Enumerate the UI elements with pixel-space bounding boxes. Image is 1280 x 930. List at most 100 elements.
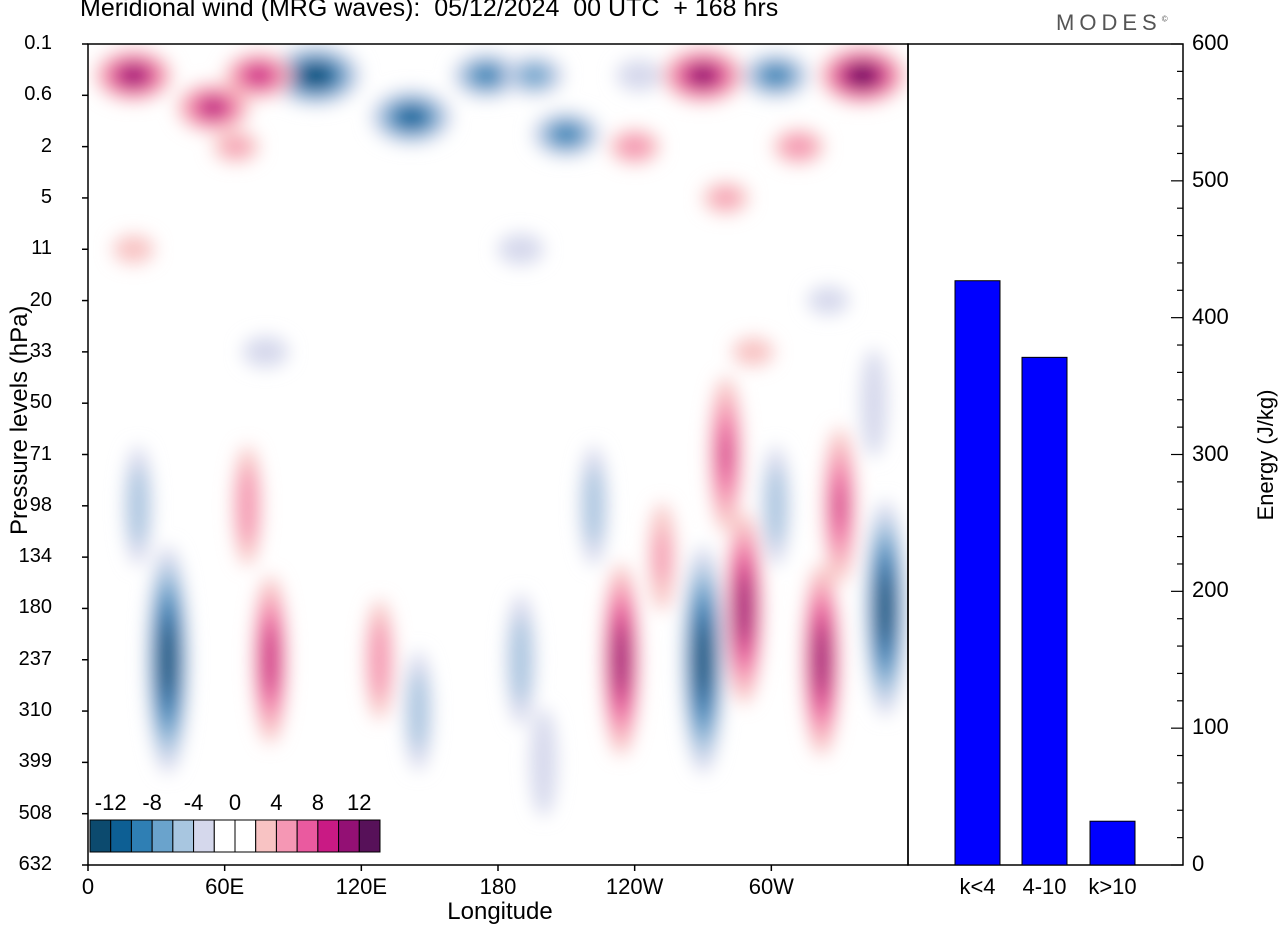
colorbar-swatch [130,819,153,853]
bar-category-label: k>10 [1088,874,1137,899]
energy-axis-label: Energy (J/kg) [1253,389,1278,521]
contour-shade [309,71,323,80]
contour-shade [527,70,542,81]
colorbar [89,819,381,853]
colorbar-swatch [110,819,132,853]
colorbar-swatch [317,819,340,853]
energy-tick-label: 400 [1192,303,1229,329]
y-tick-label: 134 [18,545,52,568]
colorbar-label: 12 [347,790,372,815]
x-axis-label: Longitude [447,898,553,925]
energy-tick-label: 500 [1192,166,1229,192]
contour-shade [714,190,738,206]
contour-shade [254,344,278,360]
contour-shade [626,140,644,153]
contour-shade [721,435,730,474]
energy-bar [954,280,1001,866]
energy-bars [954,280,1136,866]
energy-bar [1089,820,1136,866]
contour-shade [867,376,881,431]
energy-tick-label: 200 [1192,577,1229,603]
y-tick-label: 0.6 [24,83,52,106]
contour-shade [817,293,839,308]
contour-shade [413,691,423,732]
colorbar-swatch [172,819,195,853]
colorbar-swatch [338,819,360,853]
contour-shade [536,735,551,790]
contour-shade [374,639,385,680]
contour-shade [740,592,748,625]
contour-shade [771,485,781,526]
contour-shade [509,241,533,258]
y-tick-label: 237 [18,647,52,670]
x-tick-label: 0 [81,874,95,899]
colorbar-label: 0 [228,790,242,815]
x-tick-label: 60W [748,874,794,899]
y-tick-label: 50 [29,391,52,414]
y-tick-label: 180 [18,596,52,619]
contour-shade [127,71,140,80]
colorbar-label: -12 [94,790,127,815]
contour-shade [404,112,419,122]
contour-shade [133,485,143,526]
modes-logo: MODES© [1056,10,1168,35]
contour-shade [224,138,248,155]
contour-shade [242,485,253,526]
contour-shade [818,643,825,676]
contour-shade [617,643,625,676]
contour-shade [266,642,274,677]
y-tick-label: 310 [18,699,52,722]
colorbar-swatch [358,819,381,853]
contour-shade [790,140,808,153]
x-tick-label: 180 [479,874,517,899]
contour-shade [164,643,171,677]
x-tick-label: 120E [335,874,388,899]
y-tick-label: 20 [29,288,52,311]
y-tick-label: 71 [29,442,52,465]
chart-title: Meridional wind (MRG waves): 05/12/2024 … [80,0,779,22]
contour-shade [856,71,869,80]
tick-marks [82,43,1183,871]
y-tick-label: 2 [40,134,52,157]
colorbar-swatch [193,819,215,853]
energy-tick-label: 100 [1192,714,1229,740]
contour-shade [696,70,710,80]
y-tick-label: 11 [31,237,52,260]
x-tick-label: 60E [205,874,245,899]
energy-tick-label: 300 [1192,440,1229,466]
contour-shade [515,637,526,682]
colorbar-label: -4 [183,790,204,815]
energy-tick-label: 600 [1192,30,1229,55]
colorbar-swatch [151,819,174,853]
energy-bar [1021,356,1068,866]
contour-shade [769,70,783,80]
y-tick-label: 632 [18,853,52,875]
colorbar-label: 8 [311,790,324,815]
y-tick-label: 33 [29,339,52,362]
contour-shade [479,70,494,80]
colorbar-swatch [296,819,319,853]
y-tick-label: 399 [18,750,52,773]
contour-shade [655,530,669,585]
y-tick-label: 508 [18,801,52,824]
bar-category-label: 4-10 [1022,874,1067,899]
colorbar-swatch [275,819,298,853]
contour-shade [699,643,707,677]
colorbar-label: -8 [142,790,162,815]
colorbar-swatch [255,819,277,853]
y-tick-label: 0.1 [24,32,52,54]
colorbar-label: 4 [270,790,283,815]
y-tick-label: 5 [40,185,52,208]
colorbar-swatch [89,819,112,853]
contour-shade [252,70,266,80]
energy-tick-label: 0 [1192,851,1205,876]
contour-shade [589,485,599,526]
contour-shade [742,344,764,359]
contour-shade [206,102,221,113]
colorbar-swatch [234,819,257,853]
contour-shade [123,242,144,257]
x-tick-label: 120W [605,874,664,899]
contour-shade [559,129,574,139]
bar-category-label: k<4 [959,874,996,899]
